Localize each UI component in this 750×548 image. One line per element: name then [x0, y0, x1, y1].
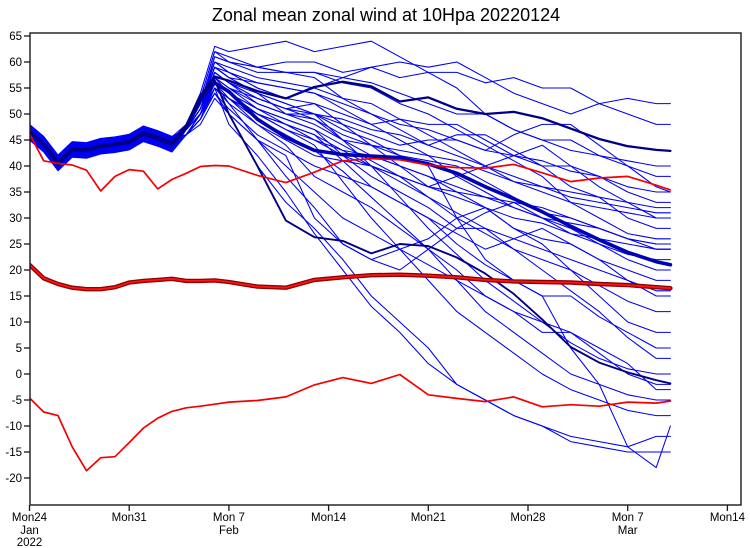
y-tick-label: 35 [9, 187, 22, 199]
ensemble-member-line [30, 77, 671, 245]
y-tick-label: 10 [9, 317, 22, 329]
climatology-mean-line [30, 264, 672, 291]
ensemble-mean-line [30, 81, 673, 267]
y-tick-label: 60 [9, 57, 22, 69]
y-tick-label: 50 [9, 109, 22, 121]
x-tick-label: Mon28 [510, 512, 545, 524]
x-tick-label: Mon21 [411, 512, 446, 524]
x-tick-label: Mon 7 [213, 512, 245, 524]
ensemble-member-line [30, 87, 671, 297]
control-upper-line [30, 75, 672, 163]
y-tick-label: 65 [9, 31, 22, 43]
y-tick-label: 30 [9, 213, 22, 225]
x-tick-label: Mon14 [311, 512, 347, 524]
ensemble-member-line [30, 77, 671, 359]
ensemble-member-line [30, 66, 671, 193]
x-tick-label: Mon14 [710, 512, 746, 524]
x-tick-label: Mon 7 [612, 512, 644, 524]
x-tick-label: Mon24 [12, 512, 48, 524]
y-tick-label: -10 [5, 421, 22, 433]
y-tick-label: 0 [16, 369, 22, 381]
y-tick-label: 5 [16, 343, 22, 355]
y-tick-label: 20 [9, 265, 22, 277]
y-tick-label: 25 [9, 239, 22, 251]
ensemble-member-line [30, 56, 671, 177]
plot-frame [29, 32, 742, 506]
ensemble-member-line [30, 77, 671, 417]
climatology-lower-line [30, 373, 672, 472]
ensemble-member-line [30, 87, 671, 292]
ensemble-member-line [30, 61, 671, 170]
ensemble-member-line [30, 82, 671, 385]
ensemble-member-line [30, 82, 671, 271]
y-tick-label: 45 [9, 135, 22, 147]
x-tick-label: Mon31 [112, 512, 147, 524]
x-month-label: Jan [20, 525, 39, 537]
axes: -20 -15 -10 -5 0 5 10 15 20 25 30 35 40 45 50 55 60 65 Mon… [5, 31, 745, 548]
y-tick-label: -20 [5, 473, 22, 485]
y-tick-label: -15 [5, 447, 22, 459]
x-year-label: 2022 [17, 537, 43, 548]
climatology-upper-line [30, 133, 672, 192]
control-lower-line [30, 79, 672, 385]
ensemble-member-line [30, 92, 671, 349]
chart-title: Zonal mean zonal wind at 10Hpa 20220124 [212, 5, 560, 25]
y-tick-label: -5 [12, 395, 22, 407]
x-month-label: Mar [618, 525, 638, 537]
ensemble-member-line [30, 97, 671, 391]
x-month-label: Feb [219, 525, 239, 537]
y-tick-label: 55 [9, 83, 22, 95]
ensemble-member-line [30, 71, 671, 375]
y-tick-label: 40 [9, 161, 22, 173]
y-tick-label: 15 [9, 291, 22, 303]
plot-area [30, 40, 673, 472]
ensemble-member-line [30, 77, 671, 209]
